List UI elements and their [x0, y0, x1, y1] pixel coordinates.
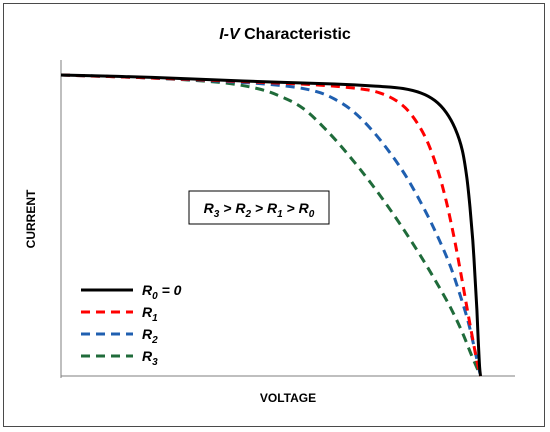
series-line-r0 [60, 73, 482, 377]
annotation-r1-subscript: 1 [277, 209, 283, 220]
annotation-r3-symbol: R [204, 200, 215, 216]
legend-label-r2-symbol: R [142, 326, 153, 342]
annotation-r0-subscript: 0 [309, 209, 315, 220]
legend-label-r0-subscript: 0 [152, 291, 158, 302]
annotation-r2-subscript: 2 [244, 209, 251, 220]
legend: R0 = 0​R1​R2​R3​ [81, 282, 182, 368]
annotation-box [188, 190, 330, 225]
legend-label-r0-suffix: = 0​ [158, 282, 182, 298]
legend-label-r1-symbol: R [142, 304, 153, 320]
chart-title: I-V Characteristic [219, 26, 351, 43]
annotation-text: R3​ > R2​ > R1​ > R0​ [204, 200, 315, 220]
legend-label-r1-subscript: 1 [152, 313, 158, 324]
legend-label-r3: R3​ [142, 348, 158, 368]
series-line-r2 [60, 73, 482, 377]
legend-label-r3-subscript: 3 [152, 357, 158, 368]
legend-label-r3-symbol: R [142, 348, 153, 364]
annotation-r2-symbol: R [235, 200, 246, 216]
title-italic-part: I-V [219, 26, 241, 43]
x-axis-label: VOLTAGE [260, 391, 316, 405]
annotation-operator: > [283, 200, 299, 216]
legend-label-r2: R2​ [142, 326, 158, 346]
legend-label-r0-symbol: R [142, 282, 153, 298]
y-axis-label: CURRENT [24, 189, 38, 248]
annotation-r0-symbol: R [299, 200, 310, 216]
legend-label-r0: R0 = 0​ [142, 282, 182, 302]
annotation-r3-subscript: 3 [214, 209, 220, 220]
annotation-r1-symbol: R [267, 200, 278, 216]
series-layer [60, 73, 482, 377]
legend-label-r1: R1​ [142, 304, 158, 324]
legend-label-r2-subscript: 2 [151, 335, 158, 346]
annotation-operator: > [219, 200, 235, 216]
title-rest: Characteristic [240, 26, 351, 43]
series-line-r3 [60, 73, 482, 377]
series-line-r1 [60, 73, 482, 377]
annotation-operator: > [251, 200, 267, 216]
